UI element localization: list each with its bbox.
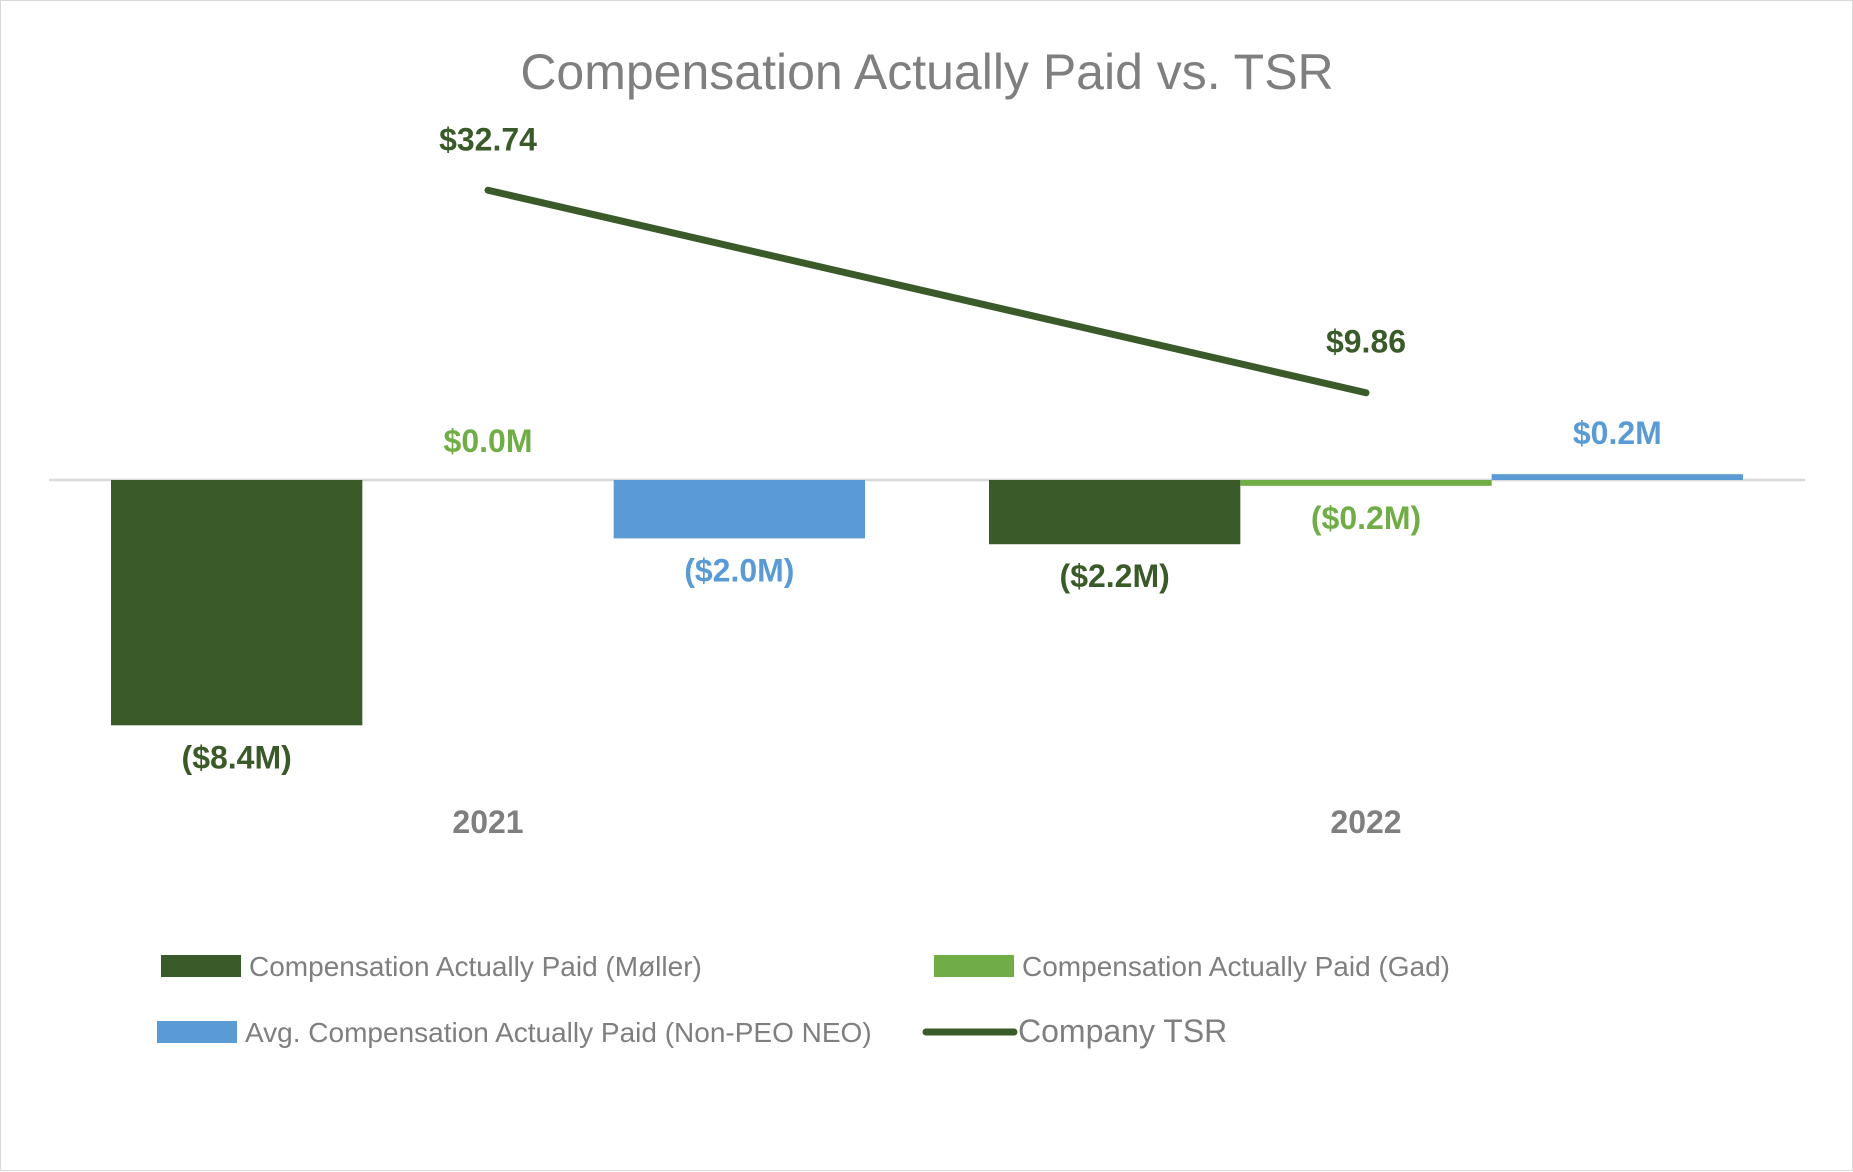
data-label-compensation-actually-paid-m-ller-2022: ($2.2M) xyxy=(1060,558,1170,594)
legend: Compensation Actually Paid (Møller) Compe… xyxy=(157,951,1450,1049)
bar-avg-compensation-actually-paid-non-peo-neo-2021 xyxy=(613,480,865,539)
line-company-tsr xyxy=(484,186,1370,397)
x-tick-label-2022: 2022 xyxy=(1330,804,1401,840)
legend-swatch-compensation-actually-paid-gad xyxy=(934,955,1014,977)
data-label-avg-compensation-actually-paid-non-peo-neo-2022: $0.2M xyxy=(1573,415,1662,451)
bar-compensation-actually-paid-m-ller-2021 xyxy=(111,480,363,726)
plot-area: ($8.4M) ($2.2M) $0.0M ($0.2M) ($2.0M) $0.2M $3… xyxy=(49,121,1805,840)
legend-swatch-avg-compensation-actually-paid-non-peo-neo xyxy=(157,1021,237,1043)
legend-label-compensation-actually-paid-gad: Compensation Actually Paid (Gad) xyxy=(1022,951,1450,982)
data-label-compensation-actually-paid-gad-2022: ($0.2M) xyxy=(1311,500,1421,536)
data-label-company-tsr-2021: $32.74 xyxy=(439,121,537,157)
legend-item-compensation-actually-paid-gad: Compensation Actually Paid (Gad) xyxy=(934,951,1450,982)
legend-item-compensation-actually-paid-m-ller: Compensation Actually Paid (Møller) xyxy=(161,951,702,982)
data-label-avg-compensation-actually-paid-non-peo-neo-2021: ($2.0M) xyxy=(684,552,794,588)
legend-swatch-compensation-actually-paid-m-ller xyxy=(161,955,241,977)
bar-compensation-actually-paid-gad-2022 xyxy=(1240,480,1492,486)
legend-label-avg-compensation-actually-paid-non-peo-neo: Avg. Compensation Actually Paid (Non-PEO… xyxy=(245,1017,872,1048)
data-label-compensation-actually-paid-gad-2021: $0.0M xyxy=(444,423,533,459)
x-tick-label-2021: 2021 xyxy=(452,804,523,840)
legend-label-compensation-actually-paid-m-ller: Compensation Actually Paid (Møller) xyxy=(249,951,702,982)
chart-title: Compensation Actually Paid vs. TSR xyxy=(520,44,1333,100)
legend-item-company-tsr: Company TSR xyxy=(922,1013,1227,1049)
bar-avg-compensation-actually-paid-non-peo-neo-2022 xyxy=(1491,474,1743,480)
bar-compensation-actually-paid-m-ller-2022 xyxy=(989,480,1241,545)
legend-item-avg-compensation-actually-paid-non-peo-neo: Avg. Compensation Actually Paid (Non-PEO… xyxy=(157,1017,872,1048)
legend-label-company-tsr: Company TSR xyxy=(1018,1013,1227,1049)
data-label-compensation-actually-paid-m-ller-2021: ($8.4M) xyxy=(182,739,292,775)
data-label-company-tsr-2022: $9.86 xyxy=(1326,324,1406,360)
